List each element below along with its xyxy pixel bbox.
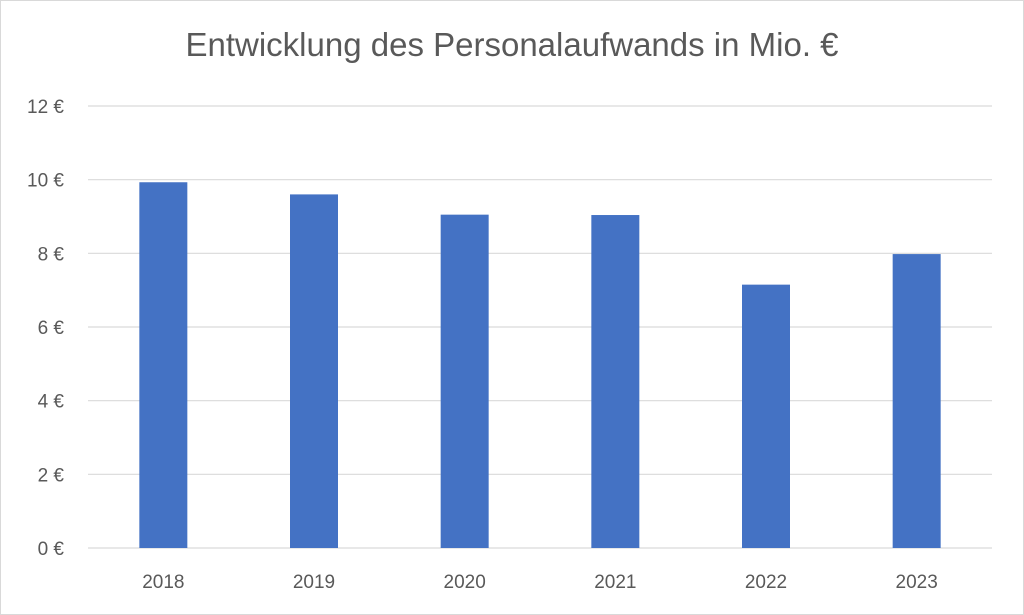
y-tick-label: 10 € (27, 171, 64, 192)
y-tick-label: 2 € (38, 465, 65, 486)
y-tick-label: 12 € (27, 97, 64, 118)
bar-2018 (139, 182, 188, 548)
x-tick-label: 2021 (594, 572, 636, 593)
x-tick-label: 2023 (896, 572, 938, 593)
x-tick-label: 2022 (745, 572, 787, 593)
x-tick-label: 2019 (293, 572, 335, 593)
y-tick-label: 0 € (38, 539, 65, 560)
y-tick-label: 8 € (38, 244, 65, 265)
x-tick-label: 2018 (142, 572, 184, 593)
x-tick-label: 2020 (444, 572, 486, 593)
bar-2019 (290, 194, 338, 548)
bar-2020 (440, 214, 489, 549)
bar-2022 (742, 284, 790, 548)
bar-2021 (591, 215, 640, 548)
y-tick-label: 6 € (38, 318, 65, 339)
chart-title: Entwicklung des Personalaufwands in Mio.… (185, 26, 839, 63)
y-tick-label: 4 € (38, 392, 65, 413)
bar-2023 (892, 254, 941, 548)
